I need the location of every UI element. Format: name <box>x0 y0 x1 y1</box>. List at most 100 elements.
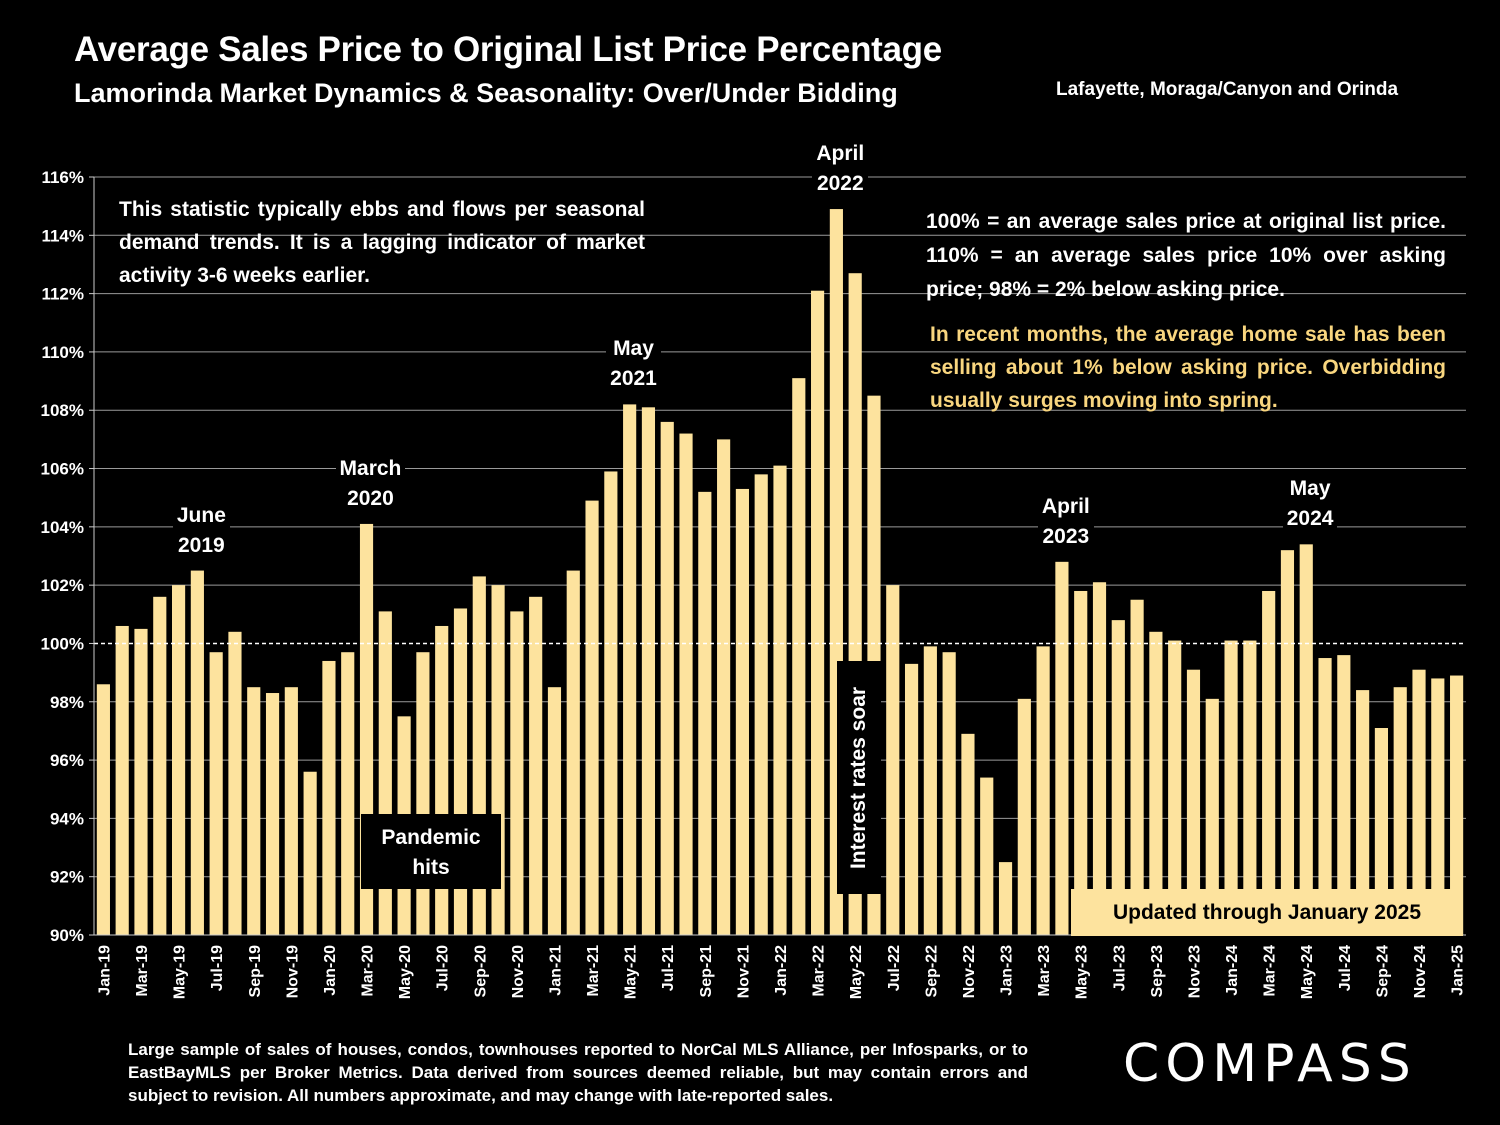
bar-Jun-20 <box>416 652 430 935</box>
y-axis: 90% 92% 94% 96% 98% 100% 102% 104% 106% 108% 110% 1… <box>41 168 95 945</box>
x-tick-label: Jul-21 <box>660 945 677 991</box>
bar-Mar-22 <box>811 290 825 935</box>
bar-Mar-19 <box>134 628 148 935</box>
bar-Aug-21 <box>679 433 693 935</box>
chart-subtitle: Lamorinda Market Dynamics & Seasonality:… <box>74 78 898 108</box>
bar-Jul-23 <box>1111 620 1125 935</box>
bar-Jan-24 <box>1224 640 1238 935</box>
bar-Jul-22 <box>886 585 900 935</box>
x-tick-label: Jul-23 <box>1111 945 1128 991</box>
peak-label-May-24: May 2024 <box>1282 474 1338 535</box>
bar-Feb-23 <box>1017 698 1031 935</box>
y-tick-label: 96% <box>50 751 84 770</box>
x-tick-label: May-22 <box>848 945 865 999</box>
x-tick-label: Jan-20 <box>322 945 339 996</box>
bar-Dec-23 <box>1205 698 1219 935</box>
bar-Jan-22 <box>773 465 787 935</box>
bar-Jan-23 <box>998 862 1013 935</box>
bar-Nov-20 <box>510 611 524 935</box>
y-tick-label: 90% <box>50 926 84 945</box>
x-tick-label: May-21 <box>623 945 640 999</box>
bar-Aug-24 <box>1356 690 1370 935</box>
x-tick-label: Jul-19 <box>209 945 226 991</box>
bar-Feb-20 <box>341 652 355 935</box>
peak-label-Apr-22: April 2022 <box>812 139 869 200</box>
y-tick-label: 114% <box>41 226 84 245</box>
bar-May-24 <box>1299 544 1313 935</box>
compass-logo: COMPASS <box>1123 1034 1417 1094</box>
bar-Dec-20 <box>529 596 543 935</box>
peak-label-May-21: May 2021 <box>606 334 661 395</box>
bar-Jun-21 <box>641 407 656 935</box>
bar-Apr-19 <box>153 596 167 935</box>
x-tick-label: Mar-20 <box>360 945 377 997</box>
recent-months-note: In recent months, the average home sale … <box>930 323 1446 412</box>
bar-Oct-24 <box>1393 687 1407 935</box>
y-tick-label: 116% <box>41 168 84 187</box>
x-tick-label: May-23 <box>1074 945 1091 999</box>
x-tick-label: Nov-19 <box>284 945 301 998</box>
x-tick-label: Sep-21 <box>698 945 715 998</box>
x-tick-label: May-19 <box>172 945 189 999</box>
x-tick-label: Sep-23 <box>1149 945 1166 998</box>
bar-Jun-24 <box>1318 658 1332 935</box>
bar-May-23 <box>1074 590 1088 935</box>
bar-Oct-21 <box>717 439 731 935</box>
y-tick-label: 98% <box>50 693 84 712</box>
bar-Sep-24 <box>1374 728 1389 935</box>
bar-Nov-19 <box>284 687 298 935</box>
bar-Jun-23 <box>1092 582 1107 935</box>
bar-Sep-23 <box>1149 631 1163 935</box>
bar-Sep-21 <box>698 491 712 935</box>
x-tick-label: Mar-21 <box>585 945 602 997</box>
bar-Oct-19 <box>265 693 280 935</box>
interest-rates-text: Interest rates soar <box>847 686 870 869</box>
peak-label-Mar-20: March 2020 <box>335 453 406 514</box>
y-tick-label: 102% <box>41 576 84 595</box>
x-tick-label: Jan-24 <box>1224 945 1241 996</box>
percentage-explanation-note: 100% = an average sales price at origina… <box>926 210 1446 301</box>
bar-Jan-20 <box>322 660 336 935</box>
bar-Mar-21 <box>585 500 599 935</box>
bar-Dec-24 <box>1431 678 1445 935</box>
bar-Jan-21 <box>547 687 562 935</box>
bar-Nov-22 <box>961 733 975 935</box>
bar-Jan-19 <box>96 684 110 935</box>
x-tick-label: Mar-19 <box>134 945 151 997</box>
x-tick-label: May-20 <box>397 945 414 999</box>
x-tick-label: Nov-24 <box>1412 945 1429 998</box>
x-tick-label: Jan-19 <box>96 945 113 996</box>
x-tick-label: Mar-24 <box>1262 945 1279 997</box>
bar-Nov-24 <box>1412 669 1426 935</box>
x-tick-label: Sep-24 <box>1374 945 1391 998</box>
bar-Aug-23 <box>1130 599 1144 935</box>
bar-Oct-23 <box>1168 640 1182 935</box>
interest-rates-callout: Interest rates soar <box>837 661 881 894</box>
x-tick-label: Sep-19 <box>247 945 264 998</box>
y-tick-label: 110% <box>41 343 84 362</box>
bar-Jul-24 <box>1337 655 1351 935</box>
bar-Aug-19 <box>228 631 242 935</box>
x-tick-label: Sep-20 <box>472 945 489 998</box>
bar-Nov-23 <box>1186 669 1201 935</box>
bar-Sep-22 <box>923 646 937 935</box>
x-tick-label: Sep-22 <box>923 945 940 998</box>
x-tick-label: Nov-23 <box>1186 945 1203 998</box>
bar-Jul-21 <box>660 421 674 935</box>
peak-label-Jun-19: June 2019 <box>172 500 230 561</box>
y-tick-label: 108% <box>41 401 84 420</box>
bar-Apr-23 <box>1055 561 1069 935</box>
x-tick-label: Jan-25 <box>1450 945 1467 996</box>
bar-Feb-22 <box>792 378 806 936</box>
bar-Mar-24 <box>1262 590 1276 935</box>
x-tick-label: Jul-20 <box>435 945 452 991</box>
x-tick-label: Jan-22 <box>773 945 790 996</box>
x-tick-label: Jul-22 <box>886 945 903 991</box>
bar-Jan-25 <box>1450 675 1464 935</box>
bar-Jun-19 <box>190 570 204 935</box>
chart-title: Average Sales Price to Original List Pri… <box>74 30 942 69</box>
x-tick-label: Jan-21 <box>547 945 564 996</box>
bar-Feb-21 <box>566 570 580 935</box>
bar-May-19 <box>171 585 186 935</box>
x-tick-label: Nov-21 <box>735 945 752 998</box>
